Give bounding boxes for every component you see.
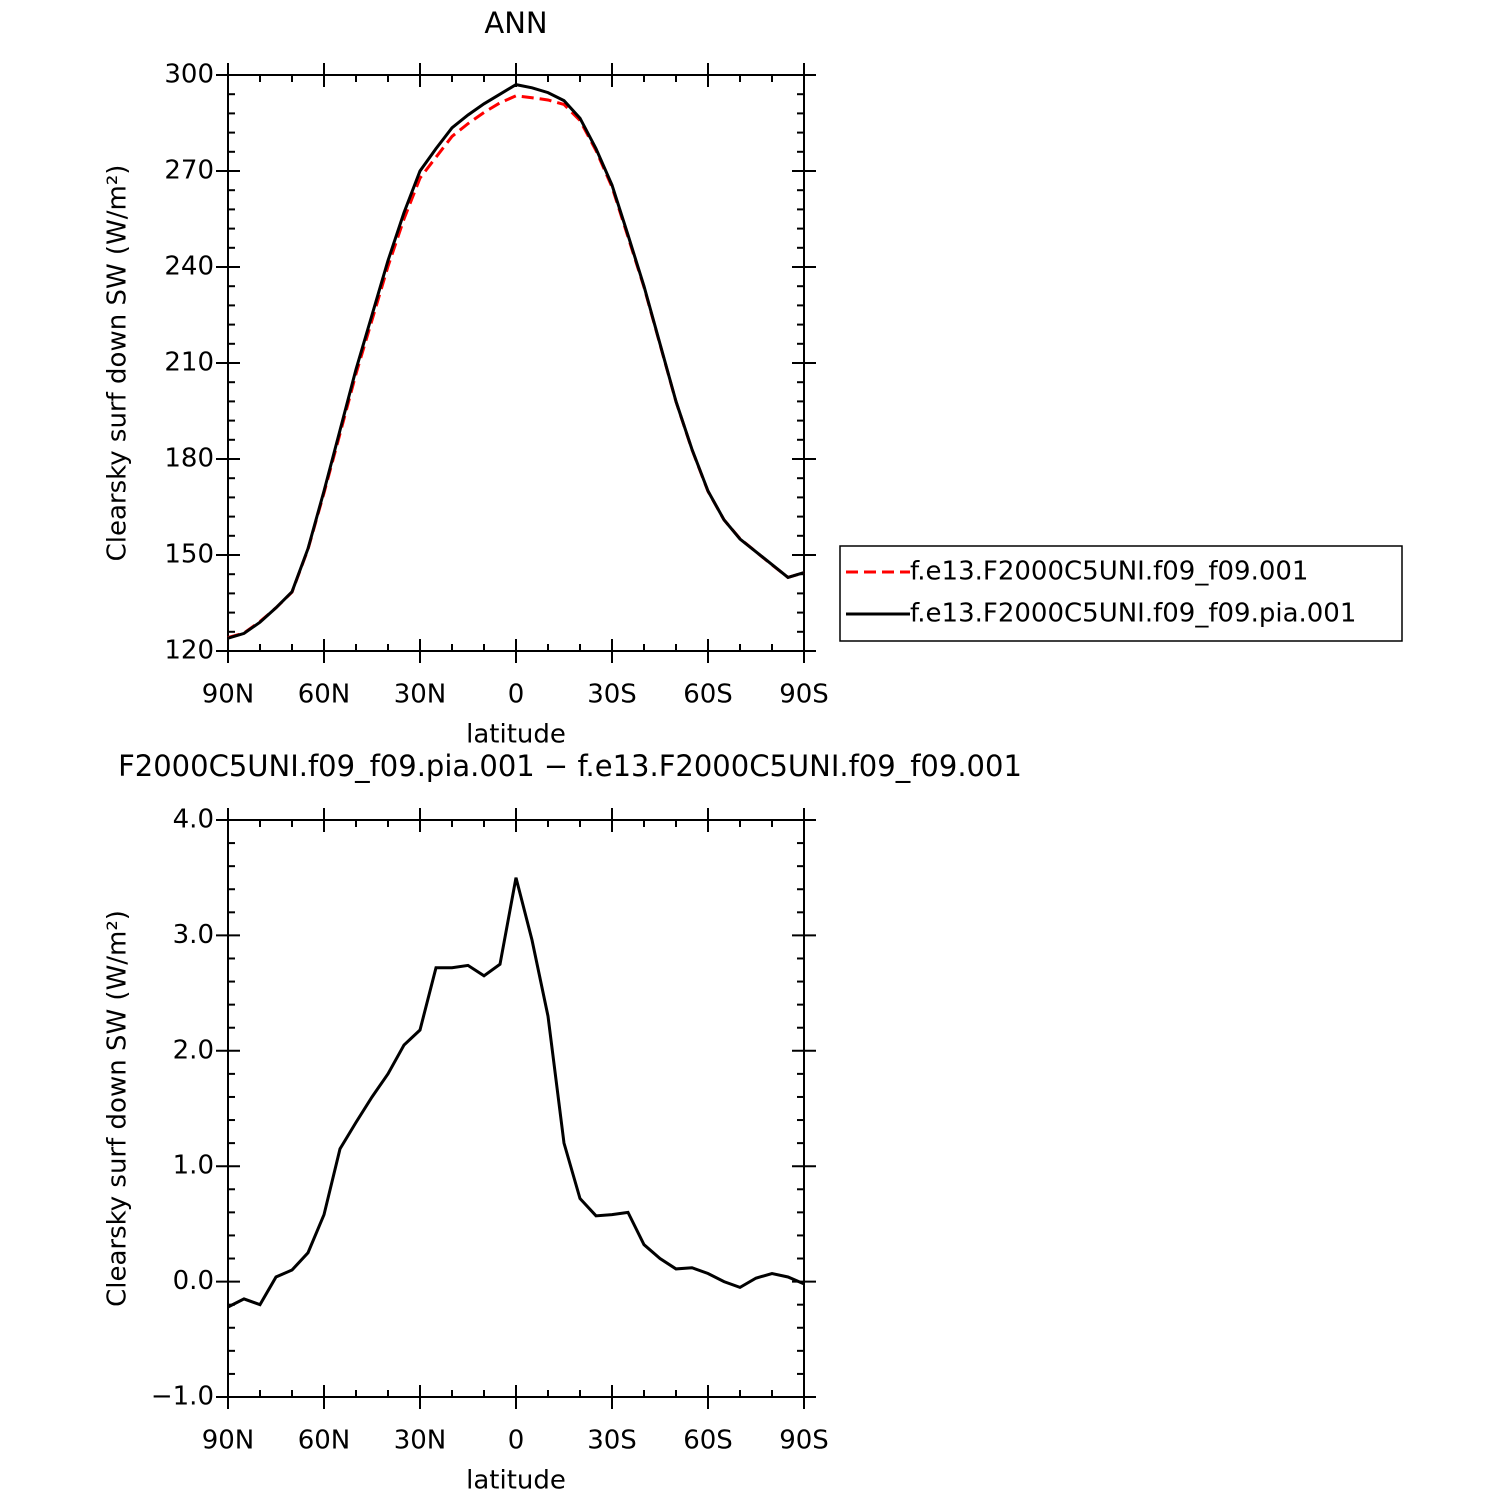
x-tick-label: 60S bbox=[683, 1426, 733, 1456]
y-tick-label: 1.0 bbox=[173, 1151, 214, 1181]
data-line bbox=[227, 877, 805, 1309]
y-tick-label: 300 bbox=[164, 60, 214, 90]
y-tick-label: 150 bbox=[164, 540, 214, 570]
y-tick-label: 2.0 bbox=[173, 1035, 214, 1065]
x-tick-label: 90S bbox=[779, 1426, 829, 1456]
x-tick-label: 0 bbox=[508, 1426, 525, 1456]
y-tick-label: 0.0 bbox=[173, 1266, 214, 1296]
plot-frame bbox=[227, 74, 805, 652]
y-tick-label: 210 bbox=[164, 348, 214, 378]
plot-frame bbox=[227, 819, 805, 1398]
y-tick-label: 240 bbox=[164, 252, 214, 282]
y-tick-label: −1.0 bbox=[151, 1382, 214, 1412]
legend-box bbox=[839, 545, 1403, 642]
legend-label: f.e13.F2000C5UNI.f09_f09.pia.001 bbox=[910, 599, 1356, 629]
chart-title: F2000C5UNI.f09_f09.pia.001 − f.e13.F2000… bbox=[118, 749, 1022, 783]
x-tick-label: 0 bbox=[508, 680, 525, 710]
y-tick-label: 270 bbox=[164, 156, 214, 186]
x-tick-label: 30N bbox=[394, 680, 447, 710]
line-chart: ANN 120 150 180 210 240 270 300 90N 60N 30N 0 30S 60S… bbox=[103, 6, 1403, 750]
x-tick-label: 60N bbox=[298, 680, 351, 710]
x-tick-label: 30N bbox=[394, 1426, 447, 1456]
chart-title: ANN bbox=[484, 6, 547, 40]
y-tick-label: 180 bbox=[164, 444, 214, 474]
y-axis-label: Clearsky surf down SW (W/m²) bbox=[103, 910, 133, 1307]
x-axis-label: latitude bbox=[466, 720, 566, 750]
x-tick-label: 90N bbox=[202, 680, 255, 710]
legend: f.e13.F2000C5UNI.f09_f09.001 f.e13.F2000C… bbox=[839, 545, 1403, 642]
legend-label: f.e13.F2000C5UNI.f09_f09.001 bbox=[910, 557, 1308, 587]
x-tick-label: 60N bbox=[298, 1426, 351, 1456]
x-tick-label: 90S bbox=[779, 680, 829, 710]
x-tick-label: 30S bbox=[587, 680, 637, 710]
x-axis-label: latitude bbox=[466, 1466, 566, 1496]
line-chart: F2000C5UNI.f09_f09.pia.001 − f.e13.F2000… bbox=[103, 749, 1022, 1496]
y-tick-label: 120 bbox=[164, 636, 214, 666]
data-line bbox=[227, 94, 805, 640]
y-axis-label: Clearsky surf down SW (W/m²) bbox=[103, 165, 133, 562]
y-tick-label: 4.0 bbox=[173, 805, 214, 835]
y-tick-label: 3.0 bbox=[173, 920, 214, 950]
x-tick-label: 90N bbox=[202, 1426, 255, 1456]
x-tick-label: 30S bbox=[587, 1426, 637, 1456]
data-line bbox=[227, 83, 805, 640]
x-tick-label: 60S bbox=[683, 680, 733, 710]
